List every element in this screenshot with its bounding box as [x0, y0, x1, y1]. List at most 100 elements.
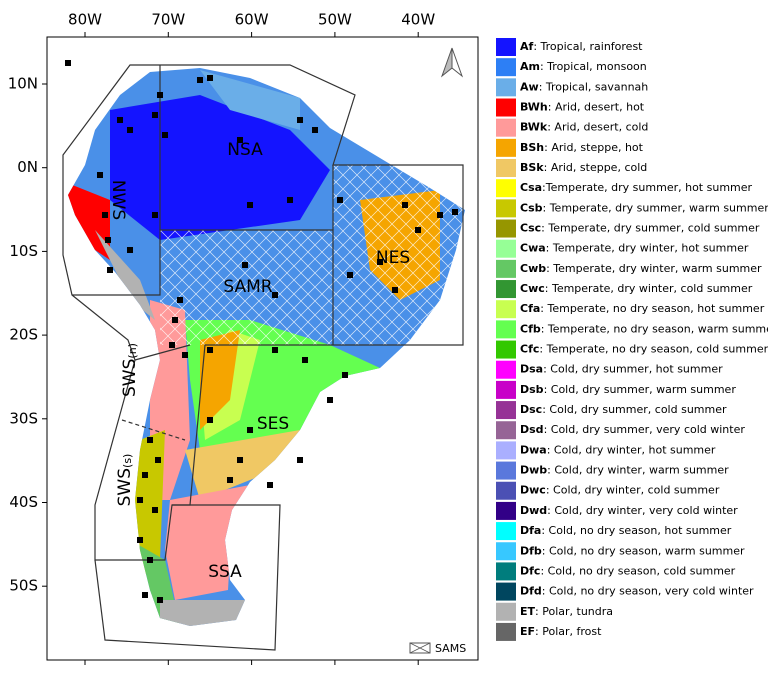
legend-text: : Cold, dry summer, cold summer [542, 403, 727, 416]
station [247, 202, 253, 208]
legend-text: : Cold, no dry season, hot summer [541, 524, 731, 537]
region-name: NES [376, 248, 410, 268]
legend-text: : Cold, dry summer, hot summer [543, 363, 723, 376]
region-label: NES [376, 248, 410, 268]
region-name: SWS [120, 359, 140, 397]
legend-text: : Arid, steppe, cold [544, 161, 648, 174]
region-label: NSA [227, 140, 263, 160]
legend-swatch [496, 562, 516, 581]
station [415, 227, 421, 233]
legend-swatch [496, 219, 516, 238]
legend-swatch [496, 138, 516, 157]
legend-text: : Cold, no dry season, warm summer [542, 544, 745, 557]
legend-code: Dwd [520, 504, 547, 517]
legend-text: : Arid, desert, hot [548, 101, 645, 114]
legend-text: :Temperate, dry summer, hot summer [542, 181, 752, 194]
legend-swatch [496, 98, 516, 117]
hatch-label: SAMS [435, 642, 466, 655]
x-tick-label: 60W [235, 11, 269, 29]
station [65, 60, 71, 66]
legend-code: Af [520, 40, 534, 53]
legend-text: : Arid, steppe, hot [544, 141, 644, 154]
legend-code: Csc [520, 222, 541, 235]
legend-text: : Polar, frost [535, 625, 602, 638]
legend-entry: Csa:Temperate, dry summer, hot summer [520, 181, 753, 194]
station [452, 209, 458, 215]
station [377, 259, 383, 265]
legend-entry: Cfc: Temperate, no dry season, cold summ… [520, 343, 768, 356]
legend-text: : Temperate, no dry season, hot summer [540, 302, 764, 315]
region-sub: (s) [121, 454, 134, 468]
legend-text: : Cold, no dry season, very cold winter [542, 585, 754, 598]
region-name: SES [257, 414, 289, 434]
station [157, 597, 163, 603]
legend-swatch [496, 199, 516, 218]
station [155, 457, 161, 463]
station [152, 112, 158, 118]
station [142, 472, 148, 478]
legend-entry: Aw: Tropical, savannah [520, 80, 648, 93]
station [169, 342, 175, 348]
station [337, 197, 343, 203]
legend-swatch [496, 501, 516, 520]
station [137, 537, 143, 543]
legend-code: Cfb [520, 322, 541, 335]
legend-text: : Arid, desert, cold [547, 121, 648, 134]
legend-code: BWk [520, 121, 548, 134]
legend-swatch [496, 58, 516, 77]
legend-entry: EF: Polar, frost [520, 625, 602, 638]
legend-swatch [496, 159, 516, 178]
legend-entry: Dwd: Cold, dry winter, very cold winter [520, 504, 738, 517]
legend-entry: Dfd: Cold, no dry season, very cold wint… [520, 585, 754, 598]
station [402, 202, 408, 208]
legend-entry: Cfb: Temperate, no dry season, warm summ… [520, 322, 768, 335]
station [172, 317, 178, 323]
legend-text: : Temperate, dry winter, warm summer [546, 262, 762, 275]
legend-entry: Dwc: Cold, dry winter, cold summer [520, 484, 720, 497]
station [127, 247, 133, 253]
legend-code: Dsc [520, 403, 542, 416]
legend-code: Csb [520, 201, 543, 214]
station [302, 357, 308, 363]
legend-code: Cwb [520, 262, 546, 275]
legend-code: Dwa [520, 443, 547, 456]
y-tick-label: 40S [9, 493, 38, 511]
station [105, 237, 111, 243]
station [347, 272, 353, 278]
legend-text: : Temperate, dry summer, warm summer [543, 201, 768, 214]
legend-code: Dwc [520, 484, 546, 497]
legend-swatch [496, 300, 516, 319]
station [157, 92, 163, 98]
legend-entry: ET: Polar, tundra [520, 605, 613, 618]
station [207, 417, 213, 423]
legend-swatch [496, 622, 516, 641]
station [237, 137, 243, 143]
station [287, 197, 293, 203]
legend-text: : Tropical, savannah [539, 80, 649, 93]
legend-text: : Cold, dry winter, very cold winter [547, 504, 738, 517]
legend-swatch [496, 481, 516, 500]
legend-entry: Cwb: Temperate, dry winter, warm summer [520, 262, 762, 275]
region-boundaries [62, 64, 464, 651]
station [327, 397, 333, 403]
legend-text: : Cold, dry winter, hot summer [547, 443, 716, 456]
region-label: SAMR [223, 277, 272, 297]
station [297, 457, 303, 463]
legend-swatch [496, 441, 516, 460]
region-name: SWS [115, 468, 135, 506]
legend-entry: Cwa: Temperate, dry winter, hot summer [520, 242, 749, 255]
station [312, 127, 318, 133]
region-label: SES [257, 414, 289, 434]
legend-entry: Dfa: Cold, no dry season, hot summer [520, 524, 732, 537]
legend-text: : Temperate, dry summer, cold summer [541, 222, 760, 235]
station [137, 497, 143, 503]
legend-code: Dsb [520, 383, 544, 396]
station [342, 372, 348, 378]
legend-code: Dfa [520, 524, 541, 537]
legend-code: Csa [520, 181, 542, 194]
station [247, 427, 253, 433]
region-label: SWS(s) [115, 454, 135, 507]
station [227, 477, 233, 483]
legend-swatch [496, 280, 516, 299]
station [152, 212, 158, 218]
